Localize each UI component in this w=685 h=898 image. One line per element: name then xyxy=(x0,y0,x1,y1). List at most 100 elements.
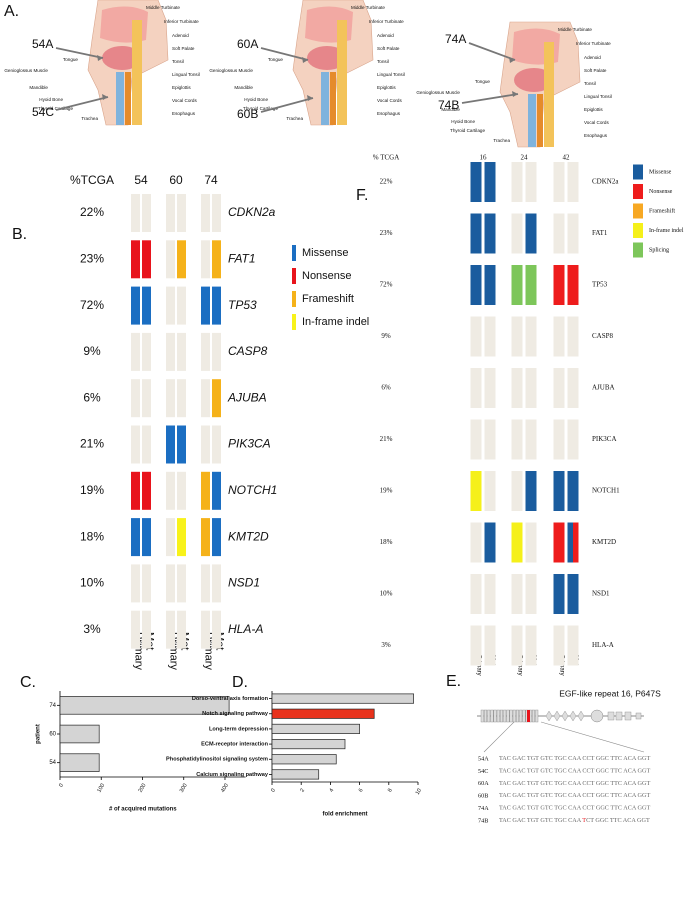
empty-cell xyxy=(553,625,565,666)
empty-cell xyxy=(201,194,210,232)
empty-cell xyxy=(142,194,151,232)
site-label: 60A xyxy=(237,37,258,51)
empty-cell xyxy=(553,162,565,202)
anatomy-label: Tongue xyxy=(475,79,491,84)
anatomy-label: Adenoid xyxy=(172,33,189,38)
empty-cell xyxy=(525,419,537,460)
mutation-cell xyxy=(142,471,151,510)
empty-cell xyxy=(201,610,210,649)
empty-cell xyxy=(166,379,175,418)
empty-cell xyxy=(511,368,523,408)
empty-cell xyxy=(142,379,151,418)
empty-cell xyxy=(525,316,537,357)
y-tick-label: Calcium signaling pathway xyxy=(196,772,269,778)
anatomy-label: Vocal Cords xyxy=(172,98,197,103)
site-arrow xyxy=(55,47,104,59)
sequence: TAC GAC TGT GTC TGC CAA CCT GGC TTC ACA … xyxy=(499,780,650,787)
empty-cell xyxy=(131,332,140,371)
tcga-percent: 19% xyxy=(80,483,104,497)
empty-cell xyxy=(511,419,523,460)
anatomy-label: Thyroid Cartilage xyxy=(450,128,485,133)
gene-name: NSD1 xyxy=(592,590,610,598)
patient-label: 16 xyxy=(480,154,488,162)
lnr-domain xyxy=(577,710,585,722)
legend-swatch xyxy=(292,291,296,307)
gene-name: CASP8 xyxy=(228,344,268,358)
ank-repeat xyxy=(607,711,615,721)
empty-cell xyxy=(177,286,186,325)
zoom-line xyxy=(540,721,645,753)
patient-label: 74 xyxy=(204,173,218,187)
x-tick-label: 8 xyxy=(387,788,394,794)
mutation-cell xyxy=(177,240,186,279)
egf-repeat xyxy=(493,709,497,723)
empty-cell xyxy=(201,379,210,418)
sequence-segment: TAC GAC TGT GTC TGC CAA xyxy=(499,817,582,824)
mutation-cell xyxy=(212,379,221,418)
x-tick-label: 400 xyxy=(220,783,230,794)
mutation-cell xyxy=(470,162,482,202)
anatomy-label: Lingual Tonsil xyxy=(377,72,405,77)
bar xyxy=(271,739,346,750)
legend-swatch xyxy=(292,314,296,330)
trachea xyxy=(321,72,329,125)
empty-cell xyxy=(567,368,579,408)
sequence-segment: T xyxy=(582,817,586,824)
tm-domain xyxy=(590,709,604,723)
empty-cell xyxy=(142,564,151,603)
egf-repeat xyxy=(535,709,539,723)
empty-cell xyxy=(511,162,523,202)
empty-cell xyxy=(470,419,482,460)
gene-name: PIK3CA xyxy=(228,437,271,451)
legend-label: Nonsense xyxy=(649,189,673,195)
empty-cell xyxy=(177,564,186,603)
empty-cell xyxy=(470,522,482,563)
sequence-segment: CT GGC TTC ACA GGT xyxy=(586,817,650,824)
y-tick-label: ECM-receptor interaction xyxy=(201,742,268,748)
bar xyxy=(271,723,360,734)
anatomy-label: Thyroid Cartilage xyxy=(38,106,73,111)
pest-domain xyxy=(635,712,642,720)
gene-name: PIK3CA xyxy=(592,435,617,443)
mutation-cell xyxy=(511,265,523,305)
esophagus xyxy=(537,94,543,147)
sample-id: 60B xyxy=(478,793,488,800)
y-tick-label: Phosphatidylinositol signaling system xyxy=(166,757,268,763)
site-label: 54A xyxy=(32,37,53,51)
sequence-segment: TAC GAC TGT GTC TGC CAA CCT GGC TTC ACA … xyxy=(499,805,650,812)
x-tick-label: 100 xyxy=(96,783,106,794)
empty-cell xyxy=(484,316,496,357)
gene-name: KMT2D xyxy=(592,538,616,546)
anatomy-label: Genioglossus Muscle xyxy=(209,68,253,73)
anatomy-label: Epiglottis xyxy=(172,85,191,90)
mutation-cell xyxy=(553,522,565,563)
anatomy-label: Tonsil xyxy=(584,81,596,86)
empty-cell xyxy=(553,213,565,254)
anatomy-label: Esophagus xyxy=(172,111,196,116)
gene-name: TP53 xyxy=(228,298,257,312)
sample-id: 54A xyxy=(478,755,489,762)
empty-cell xyxy=(525,574,537,614)
legend-swatch xyxy=(292,268,296,284)
empty-cell xyxy=(177,332,186,371)
tcga-percent: 18% xyxy=(380,538,393,546)
mutation-cell xyxy=(553,265,565,305)
legend-label: Splicing xyxy=(649,247,669,253)
y-tick-label: 60 xyxy=(49,732,56,738)
anatomy-label: Inferior Turbinate xyxy=(164,19,199,24)
mutation-cell xyxy=(212,471,221,510)
empty-cell xyxy=(567,213,579,254)
empty-cell xyxy=(511,625,523,666)
gene-name: FAT1 xyxy=(228,251,256,265)
gene-name: TP53 xyxy=(592,281,608,289)
patient-label: 24 xyxy=(521,154,529,162)
anatomy-label: Adenoid xyxy=(584,55,601,60)
mutation-cell xyxy=(525,213,537,254)
egf-repeat xyxy=(512,709,516,723)
sequence: TAC GAC TGT GTC TGC CAA CCT GGC TTC ACA … xyxy=(499,793,650,800)
legend-swatch xyxy=(633,164,643,180)
esophagus xyxy=(330,72,336,125)
tcga-percent: 22% xyxy=(80,205,104,219)
patient-label: 42 xyxy=(563,154,571,162)
panel-label: F. xyxy=(356,187,368,204)
